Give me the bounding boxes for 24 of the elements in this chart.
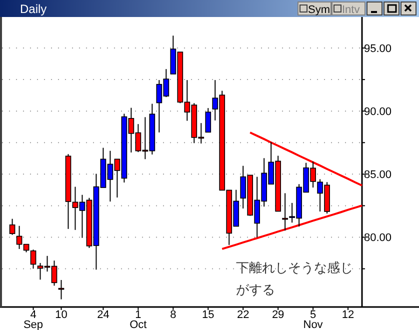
x-tick-label: 5 Nov <box>303 309 324 330</box>
annotation: 下離れしそうな感じ <box>236 260 353 275</box>
x-tick-label: 22 <box>236 309 250 321</box>
annotation: がする <box>236 282 275 297</box>
x-tick-label: 10 <box>55 309 68 321</box>
x-tick-label: 12 <box>342 309 354 321</box>
y-tick-label: 85.00 <box>364 169 392 182</box>
y-tick-label: 90.00 <box>364 106 392 118</box>
text: Intv <box>342 4 360 16</box>
line-series <box>249 132 363 187</box>
candlestick <box>30 249 36 270</box>
y-tick-label: 80.00 <box>364 232 392 244</box>
candlestick <box>205 108 212 133</box>
x-tick-label: 4 Sep <box>23 309 44 330</box>
candlestick <box>9 218 16 236</box>
x-tick-label: 24 <box>97 309 110 321</box>
text: Sym <box>308 4 330 16</box>
line-series <box>221 204 363 250</box>
y-tick-label: 95.00 <box>364 43 392 56</box>
x-tick-label: 15 <box>202 309 214 321</box>
x-tick-label: 1 Oct <box>130 309 147 330</box>
chart-title: Daily <box>20 2 47 16</box>
x-tick-label: 8 <box>170 309 176 321</box>
x-tick-label: 29 <box>272 309 284 321</box>
